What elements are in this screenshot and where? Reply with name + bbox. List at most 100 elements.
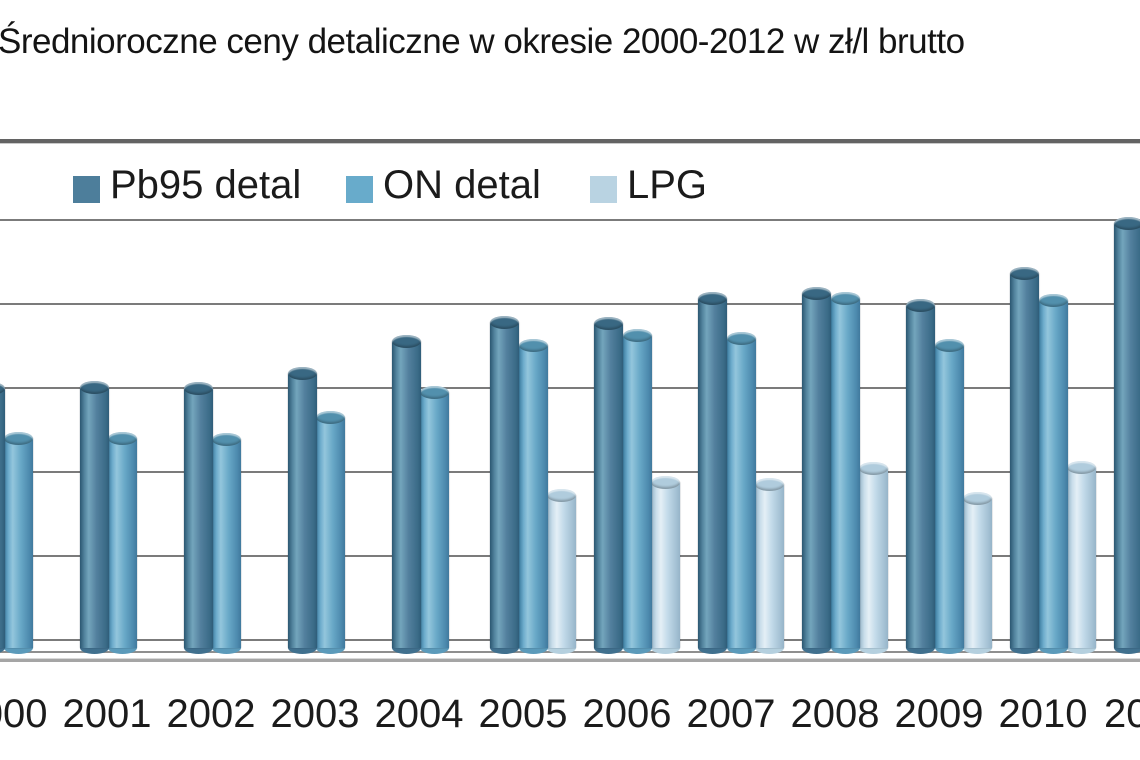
bar-2010-lpg bbox=[1067, 461, 1096, 654]
bar-2006-lpg bbox=[651, 476, 680, 654]
x-axis-label-2000: 2000 bbox=[0, 692, 48, 736]
bar-2004-pb95-detal bbox=[392, 335, 421, 654]
x-axis-label-2003: 2003 bbox=[270, 692, 360, 736]
bar-2001-pb95-detal bbox=[80, 381, 109, 654]
cylinder-cap bbox=[80, 381, 109, 394]
bar-2000-pb95-detal bbox=[0, 382, 5, 654]
cylinder-body bbox=[831, 298, 860, 648]
gridline-5zl bbox=[0, 219, 1140, 221]
legend-label: ON detal bbox=[383, 163, 541, 207]
cylinder-cap bbox=[490, 316, 519, 329]
cylinder-cap bbox=[420, 386, 449, 399]
cylinder-cap bbox=[651, 476, 680, 489]
gridline-3zl bbox=[0, 387, 1140, 389]
x-axis-label-2007: 2007 bbox=[686, 692, 776, 736]
cylinder-cap bbox=[831, 292, 860, 305]
bar-2006-pb95-detal bbox=[594, 317, 623, 654]
bar-2007-pb95-detal bbox=[698, 292, 727, 654]
cylinder-cap bbox=[594, 317, 623, 330]
bar-2000-on-detal bbox=[4, 432, 33, 654]
cylinder-body bbox=[108, 438, 137, 648]
cylinder-body bbox=[755, 484, 784, 648]
cylinder-body bbox=[392, 341, 421, 648]
cylinder-body bbox=[651, 482, 680, 648]
cylinder-body bbox=[963, 498, 992, 648]
cylinder-cap bbox=[623, 329, 652, 342]
cylinder-body bbox=[212, 439, 241, 648]
bar-2008-on-detal bbox=[831, 292, 860, 654]
cylinder-body bbox=[1039, 300, 1068, 648]
cylinder-cap bbox=[802, 287, 831, 300]
gridline-2zl bbox=[0, 471, 1140, 473]
cylinder-cap bbox=[906, 299, 935, 312]
bar-2006-on-detal bbox=[623, 329, 652, 654]
cylinder-body bbox=[80, 387, 109, 648]
legend-swatch-icon bbox=[346, 176, 373, 203]
x-axis-label-2004: 2004 bbox=[374, 692, 464, 736]
legend-label: LPG bbox=[627, 163, 708, 207]
cylinder-cap bbox=[108, 432, 137, 445]
x-axis-label-2001: 2001 bbox=[62, 692, 152, 736]
bar-2011-pb95-detal bbox=[1114, 217, 1140, 654]
plot-floor-front-line bbox=[0, 658, 1140, 662]
x-axis-label-2005: 2005 bbox=[478, 692, 568, 736]
cylinder-body bbox=[288, 373, 317, 648]
cylinder-body bbox=[623, 335, 652, 648]
plot-top-border bbox=[0, 139, 1140, 144]
cylinder-cap bbox=[0, 382, 5, 395]
cylinder-body bbox=[519, 345, 548, 648]
x-axis-label-2006: 2006 bbox=[582, 692, 672, 736]
cylinder-body bbox=[0, 388, 5, 648]
cylinder-cap bbox=[1010, 267, 1039, 280]
cylinder-body bbox=[1114, 223, 1140, 648]
cylinder-cap bbox=[1039, 294, 1068, 307]
cylinder-cap bbox=[755, 478, 784, 491]
cylinder-body bbox=[420, 392, 449, 648]
bar-2008-lpg bbox=[859, 462, 888, 654]
bar-2002-pb95-detal bbox=[184, 382, 213, 654]
cylinder-body bbox=[727, 338, 756, 648]
bar-2005-pb95-detal bbox=[490, 316, 519, 654]
cylinder-cap bbox=[963, 492, 992, 505]
cylinder-cap bbox=[288, 367, 317, 380]
cylinder-bottom bbox=[0, 642, 5, 654]
cylinder-cap bbox=[698, 292, 727, 305]
cylinder-body bbox=[4, 438, 33, 648]
bar-2005-lpg bbox=[547, 489, 576, 654]
legend-swatch-icon bbox=[73, 176, 100, 203]
cylinder-cap bbox=[935, 339, 964, 352]
cylinder-cap bbox=[547, 489, 576, 502]
bar-2009-on-detal bbox=[935, 339, 964, 654]
cylinder-body bbox=[184, 388, 213, 648]
cylinder-cap bbox=[1067, 461, 1096, 474]
cylinder-body bbox=[316, 417, 345, 648]
x-axis-label-2010: 2010 bbox=[998, 692, 1088, 736]
bar-2008-pb95-detal bbox=[802, 287, 831, 654]
bar-2010-on-detal bbox=[1039, 294, 1068, 654]
cylinder-body bbox=[594, 323, 623, 648]
cylinder-body bbox=[906, 305, 935, 648]
gridline-4zl bbox=[0, 303, 1140, 305]
x-axis-label-2009: 2009 bbox=[894, 692, 984, 736]
cylinder-cap bbox=[392, 335, 421, 348]
cylinder-cap bbox=[859, 462, 888, 475]
cylinder-body bbox=[1067, 467, 1096, 648]
legend-label: Pb95 detal bbox=[110, 163, 302, 207]
cylinder-body bbox=[859, 468, 888, 648]
bar-2009-lpg bbox=[963, 492, 992, 654]
bar-2002-on-detal bbox=[212, 433, 241, 654]
bar-2004-on-detal bbox=[420, 386, 449, 654]
x-axis-label-2011: 2011 bbox=[1103, 692, 1140, 736]
bar-2009-pb95-detal bbox=[906, 299, 935, 654]
cylinder-body bbox=[802, 293, 831, 648]
chart-title: Średnioroczne ceny detaliczne w okresie … bbox=[0, 22, 965, 61]
cylinder-body bbox=[490, 322, 519, 648]
bar-2010-pb95-detal bbox=[1010, 267, 1039, 654]
cylinder-cap bbox=[727, 332, 756, 345]
cylinder-cap bbox=[184, 382, 213, 395]
cylinder-cap bbox=[4, 432, 33, 445]
cylinder-body bbox=[698, 298, 727, 648]
legend-swatch-icon bbox=[590, 176, 617, 203]
bar-2007-on-detal bbox=[727, 332, 756, 654]
